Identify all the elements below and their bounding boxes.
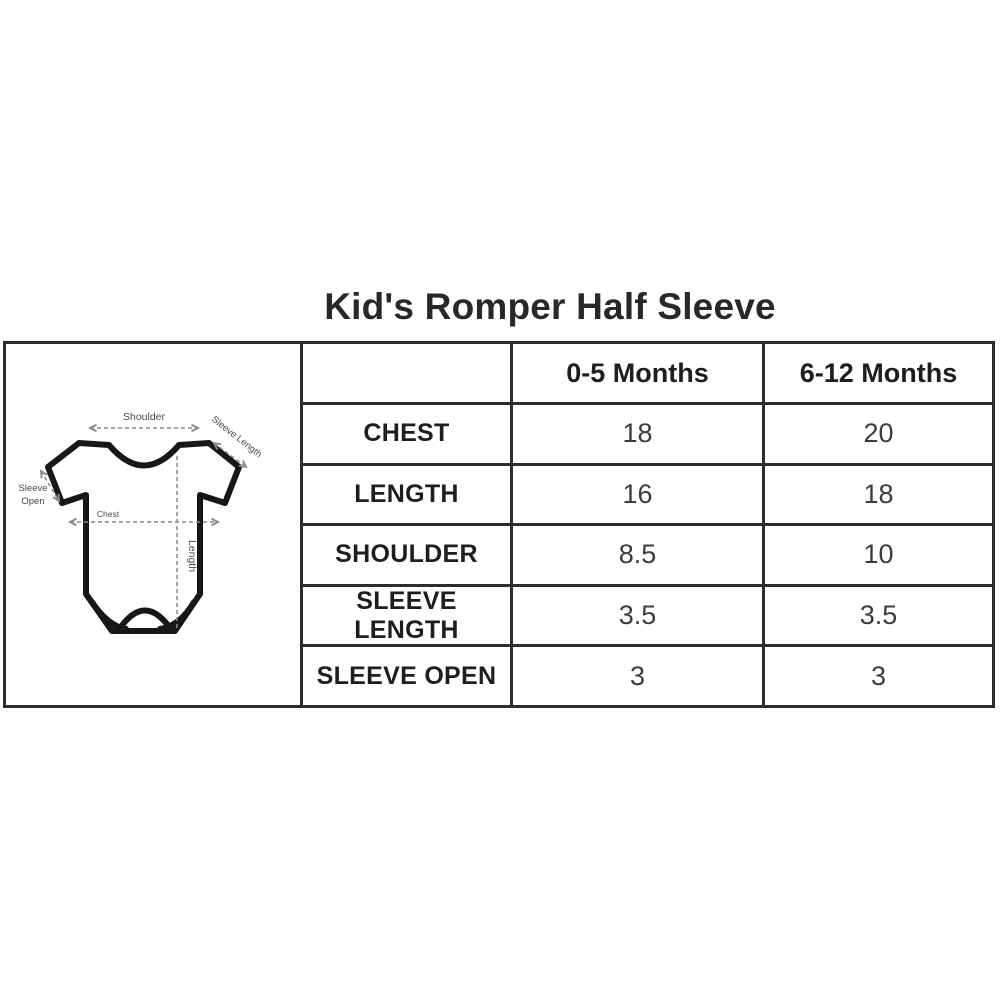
sleeve-open-label-line2: Open	[21, 496, 44, 507]
row-label-length: LENGTH	[300, 462, 510, 524]
sleeve-length-value-0-5: 3.5	[510, 583, 762, 645]
length-value-6-12: 18	[762, 462, 992, 524]
shoulder-value-6-12: 10	[762, 523, 992, 584]
measurement-lines	[41, 428, 246, 630]
header-0-5-months: 0-5 Months	[510, 344, 762, 402]
romper-measurement-diagram: Shoulder Sleeve Length Sleeve Open Chest…	[18, 411, 263, 634]
shoulder-label: Shoulder	[122, 411, 165, 423]
row-label-sleeve-length: SLEEVE LENGTH	[300, 583, 510, 645]
sleeve-open-value-6-12: 3	[762, 644, 992, 705]
shoulder-value-0-5: 8.5	[510, 523, 762, 584]
row-label-chest: CHEST	[300, 402, 510, 463]
chest-value-0-5: 18	[510, 402, 762, 463]
sleeve-open-value-0-5: 3	[510, 644, 762, 705]
chest-value-6-12: 20	[762, 402, 992, 463]
chest-label: Chest	[96, 509, 119, 519]
header-6-12-months: 6-12 Months	[762, 344, 992, 402]
sleeve-length-value-6-12: 3.5	[762, 583, 992, 645]
length-value-0-5: 16	[510, 462, 762, 524]
row-label-sleeve-open: SLEEVE OPEN	[300, 644, 510, 705]
romper-diagram-cell: Shoulder Sleeve Length Sleeve Open Chest…	[6, 344, 300, 705]
sleeve-open-label-line1: Sleeve	[18, 483, 47, 494]
sleeve-open-measure-line	[41, 471, 59, 501]
length-label: Length	[186, 540, 198, 572]
size-chart-table: Shoulder Sleeve Length Sleeve Open Chest…	[3, 341, 995, 708]
page-title: Kid's Romper Half Sleeve	[324, 286, 776, 327]
row-label-shoulder: SHOULDER	[300, 523, 510, 584]
romper-outline-icon	[44, 440, 242, 634]
header-corner-cell	[300, 344, 510, 402]
